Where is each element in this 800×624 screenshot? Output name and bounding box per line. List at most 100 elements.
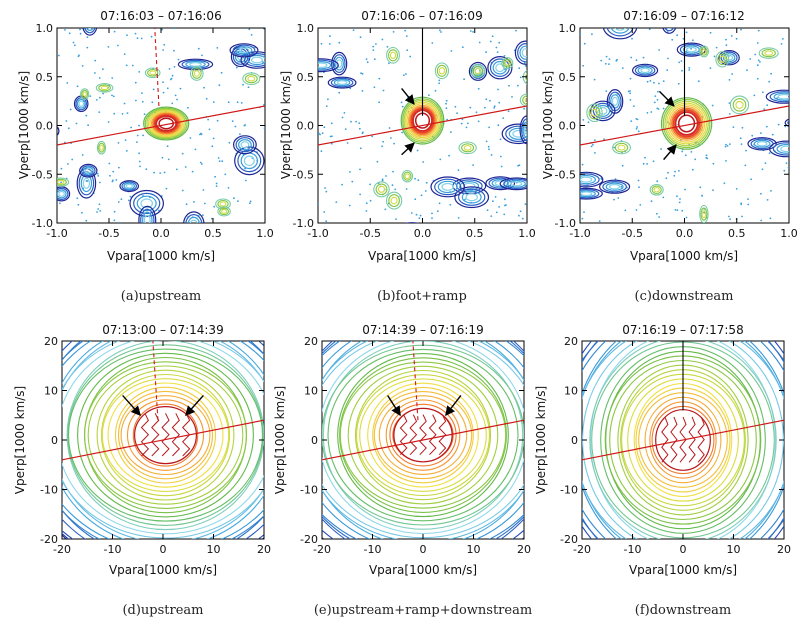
contour-blob (612, 140, 631, 155)
contour-layer (57, 28, 265, 223)
contour-blob (722, 53, 736, 63)
scatter-dot (614, 178, 617, 181)
contour-blob (79, 163, 98, 178)
scatter-dot (321, 132, 324, 135)
contour-blob (758, 47, 779, 59)
contour-blob (705, 235, 717, 246)
scatter-dot (678, 201, 681, 204)
scatter-dot (681, 209, 684, 212)
contour-blob (580, 173, 600, 186)
scatter-dot (653, 81, 655, 84)
scatter-dot (95, 99, 98, 101)
scatter-dot (654, 95, 657, 97)
scatter-dot (725, 143, 727, 146)
contour-ring (378, 395, 468, 475)
scatter-dot (469, 30, 472, 32)
y-tick-label: -20 (40, 533, 58, 546)
scatter-dot (207, 118, 210, 121)
contour-blob (318, 58, 339, 73)
scatter-dot (662, 80, 665, 83)
contour-blob (84, 167, 92, 174)
scatter-dot (519, 76, 522, 79)
scatter-dot (96, 211, 98, 213)
scatter-dot (98, 111, 101, 113)
scatter-dot (212, 101, 215, 103)
contour-blob (388, 194, 400, 208)
scatter-dot (392, 31, 395, 33)
scatter-dot (467, 122, 469, 125)
scatter-dot (705, 154, 708, 157)
core-center (393, 407, 453, 463)
core-contour (670, 416, 678, 463)
scatter-dot (403, 74, 405, 76)
scatter-dot (161, 28, 164, 31)
scatter-dot (678, 61, 681, 64)
scatter-dot (136, 37, 139, 39)
contour-ring (589, 341, 777, 539)
y-tick-label: -1.0 (555, 217, 576, 230)
scatter-dot (240, 102, 243, 104)
scatter-dot (621, 67, 624, 69)
scatter-dot (605, 90, 608, 92)
contour-blob (229, 43, 259, 58)
scatter-dot (756, 42, 759, 44)
contour-blob (404, 173, 410, 180)
contour-blob (519, 93, 527, 107)
contour-blob (719, 55, 726, 63)
x-tick-label: 1.0 (518, 227, 536, 240)
scatter-dot (785, 162, 788, 165)
scatter-dot (158, 209, 160, 212)
contour-blob (149, 70, 157, 76)
scatter-dot (85, 114, 88, 117)
scatter-dot (519, 210, 522, 213)
scatter-dot (583, 42, 586, 45)
contour-blob (729, 95, 750, 115)
scatter-dot (343, 112, 346, 114)
scatter-dot (450, 131, 452, 134)
contour-blob (461, 190, 482, 204)
y-tick-label: 1.0 (297, 22, 315, 35)
scatter-dot (263, 104, 265, 106)
scatter-dot (71, 158, 74, 161)
scatter-dot (113, 210, 116, 213)
contour-blob (430, 176, 466, 198)
scatter-dot (81, 211, 83, 214)
scatter-dot (136, 141, 138, 144)
y-tick-label: 10 (304, 385, 318, 398)
scatter-dot (756, 77, 759, 80)
scatter-dot (418, 217, 421, 220)
scatter-dot (587, 121, 590, 124)
contour-blob (247, 75, 256, 82)
scatter-dot (431, 217, 433, 220)
contour-blob (503, 178, 527, 189)
scatter-dot (750, 178, 752, 181)
y-tick-label: -20 (300, 533, 318, 546)
scatter-dot (329, 135, 332, 138)
contour-blob (57, 189, 67, 199)
scatter-dot (498, 41, 501, 44)
scatter-dot (67, 127, 70, 130)
y-tick-label: 0.5 (559, 71, 577, 84)
scatter-dot (76, 197, 79, 200)
contour-blob (454, 186, 490, 209)
scatter-dot (74, 44, 76, 47)
contour-blob (617, 144, 626, 151)
panel-a: -1.0 -0.5 0.0 0.5 1.0 -1.0 -0.5 0.0 0.5 1.0 07:16… (17, 9, 274, 304)
scatter-dot (248, 28, 251, 31)
scatter-dot (517, 84, 519, 87)
scatter-dot (181, 189, 184, 192)
scatter-dot (488, 126, 490, 129)
scatter-dot (414, 177, 416, 180)
contour-ring (355, 374, 491, 497)
scatter-dot (770, 72, 772, 75)
scatter-dot (386, 45, 389, 48)
scatter-dot (97, 175, 100, 177)
scatter-dot (760, 192, 762, 195)
contour-blob (610, 28, 630, 34)
x-axis-label: Vpara[1000 km/s] (369, 563, 477, 577)
scatter-dot (360, 72, 362, 75)
y-tick-label: 1.0 (559, 22, 577, 35)
contour-blob (637, 66, 653, 75)
scatter-dot (76, 85, 79, 88)
scatter-dot (189, 137, 192, 139)
